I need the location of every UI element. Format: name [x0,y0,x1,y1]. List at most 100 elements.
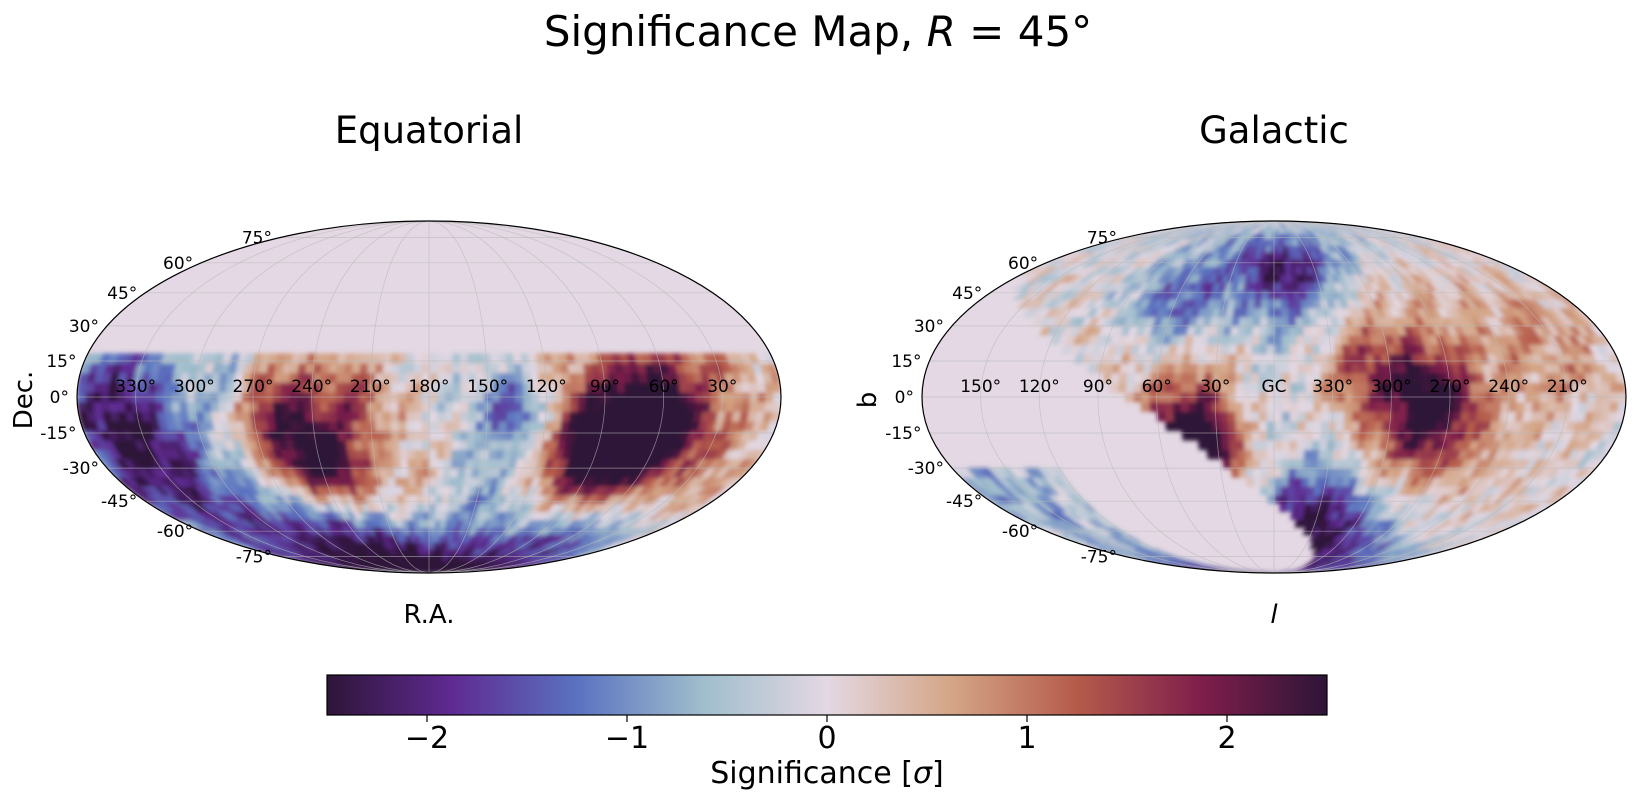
heatmap-cell [100,401,110,412]
heatmap-cell [1087,362,1098,374]
heatmap-cell [552,411,562,422]
heatmap-cell [272,382,282,393]
heatmap-cell [474,353,484,364]
heatmap-cell [420,420,430,432]
heatmap-cell [428,411,438,422]
heatmap-cell [623,401,633,412]
heatmap-cell [1413,411,1423,422]
heatmap-cell [397,411,407,422]
heatmap-cell [1203,362,1214,374]
heatmap-cell [1349,430,1359,441]
heatmap-cell [1554,401,1564,412]
heatmap-cell [1468,401,1478,412]
heatmap-cell [1317,449,1327,460]
heatmap-cell [1258,439,1267,451]
heatmap-cell [748,401,758,412]
heatmap-cell [545,401,555,412]
heatmap-cell [434,511,442,520]
heatmap-cell [1242,372,1252,383]
heatmap-cell [1281,401,1290,412]
heatmap-cell [440,502,449,513]
heatmap-cell [1311,362,1321,374]
heatmap-cell [1593,401,1603,412]
heatmap-cell [1381,362,1391,374]
heatmap-cell [279,401,290,412]
heatmap-cell [1304,420,1314,432]
heatmap-cell [1405,411,1415,422]
heatmap-cell [389,420,399,432]
heatmap-cell [465,439,475,451]
heatmap-cell [443,420,453,432]
heatmap-cell [1219,362,1229,374]
heatmap-cell [1258,430,1267,441]
heatmap-cell [591,411,601,422]
heatmap-cell [422,502,430,513]
heatmap-cell [1180,411,1190,422]
heatmap-cell [1310,343,1320,355]
heatmap-cell [1303,430,1313,441]
heatmap-cell [1266,485,1275,496]
heatmap-cell [390,430,400,441]
heatmap-cell [272,372,283,383]
heatmap-cell [107,401,118,412]
heatmap-cell [1265,430,1275,441]
heatmap-cell [1342,420,1352,432]
heatmap-cell [1303,353,1313,364]
heatmap-cell [474,420,484,432]
heatmap-cell [1310,334,1320,345]
heatmap-cell [1334,353,1344,364]
heatmap-cell [1273,411,1283,422]
heatmap-cell [631,382,641,393]
heatmap-cell [335,372,345,383]
heatmap-cell [475,411,485,422]
heatmap-cell [1302,449,1312,460]
heatmap-cell [1242,401,1252,412]
heatmap-cell [442,476,451,487]
heatmap-cell [373,411,383,422]
heatmap-cell [1280,334,1290,345]
heatmap-cell [389,362,399,374]
heatmap-cell [505,420,515,432]
heatmap-cell [1250,439,1260,451]
lon-tick-label: 30° [707,377,737,397]
heatmap-cell [1279,494,1288,504]
heatmap-cell [1292,494,1301,504]
heatmap-cell [1319,362,1329,374]
equatorial-ylabel: Dec. [9,371,39,430]
heatmap-cell [1318,439,1328,451]
heatmap-cell [1350,362,1360,374]
figure-title: Significance Map, R = 45° [544,7,1092,56]
heatmap-cell [1181,430,1192,441]
heatmap-cell [1234,382,1244,393]
lon-tick-label: 60° [649,377,679,397]
heatmap-cell [428,548,434,556]
heatmap-cell [428,439,438,451]
heatmap-cell [1234,401,1244,412]
heatmap-cell [428,401,438,412]
heatmap-cell [162,382,173,393]
heatmap-cell [397,353,407,364]
heatmap-cell [443,362,453,374]
heatmap-cell [413,439,422,451]
lon-tick-label: 150° [467,377,508,397]
heatmap-cell [1230,467,1240,478]
heatmap-cell [1266,449,1275,460]
heatmap-cell [584,401,594,412]
heatmap-cell [397,382,407,393]
heatmap-cell [92,382,103,393]
heatmap-cell [1273,266,1281,275]
lat-tick-label: -15° [40,424,76,444]
heatmap-cell [1187,401,1197,412]
heatmap-cell [422,494,430,504]
heatmap-cell [92,401,103,412]
heatmap-cell [1221,449,1231,460]
heatmap-cell [1220,439,1230,451]
heatmap-cell [358,411,368,422]
heatmap-cell [678,382,688,393]
heatmap-cell [421,458,430,469]
heatmap-cell [351,420,361,432]
heatmap-cell [1311,430,1321,441]
heatmap-cell [1287,316,1296,327]
heatmap-cell [1236,449,1246,460]
heatmap-cell [1261,281,1269,292]
